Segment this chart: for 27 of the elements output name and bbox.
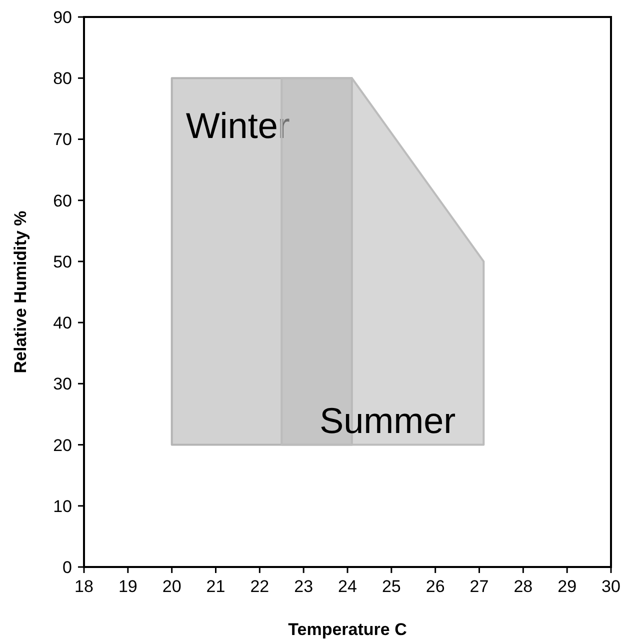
x-tick-label: 20: [162, 577, 182, 596]
series-label: Summer: [320, 400, 456, 441]
y-tick-label: 30: [53, 374, 72, 394]
x-tick-label: 26: [426, 577, 445, 596]
x-tick-label: 30: [602, 577, 620, 596]
y-axis-title: Relative Humidity %: [11, 210, 30, 374]
y-tick-label: 90: [53, 8, 72, 27]
x-tick-label: 19: [118, 577, 138, 596]
y-tick-label: 80: [53, 69, 72, 88]
x-tick-label: 28: [514, 577, 533, 596]
x-tick-label: 27: [470, 577, 489, 596]
x-axis-title: Temperature C: [288, 620, 407, 639]
x-tick-label: 25: [382, 577, 401, 596]
x-tick-label: 22: [250, 577, 270, 596]
x-tick-label: 24: [338, 577, 357, 596]
series-label: Winter: [186, 105, 290, 146]
y-tick-label: 20: [53, 436, 72, 455]
x-tick-label: 18: [74, 577, 94, 596]
y-tick-label: 60: [53, 191, 72, 210]
x-tick-label: 29: [558, 577, 577, 596]
x-tick-label: 23: [294, 577, 314, 596]
y-tick-label: 40: [53, 314, 72, 333]
y-tick-label: 70: [53, 130, 72, 150]
y-tick-label: 0: [62, 558, 72, 577]
y-tick-label: 10: [53, 496, 72, 516]
x-tick-label: 21: [206, 577, 226, 596]
y-tick-label: 50: [53, 252, 72, 272]
